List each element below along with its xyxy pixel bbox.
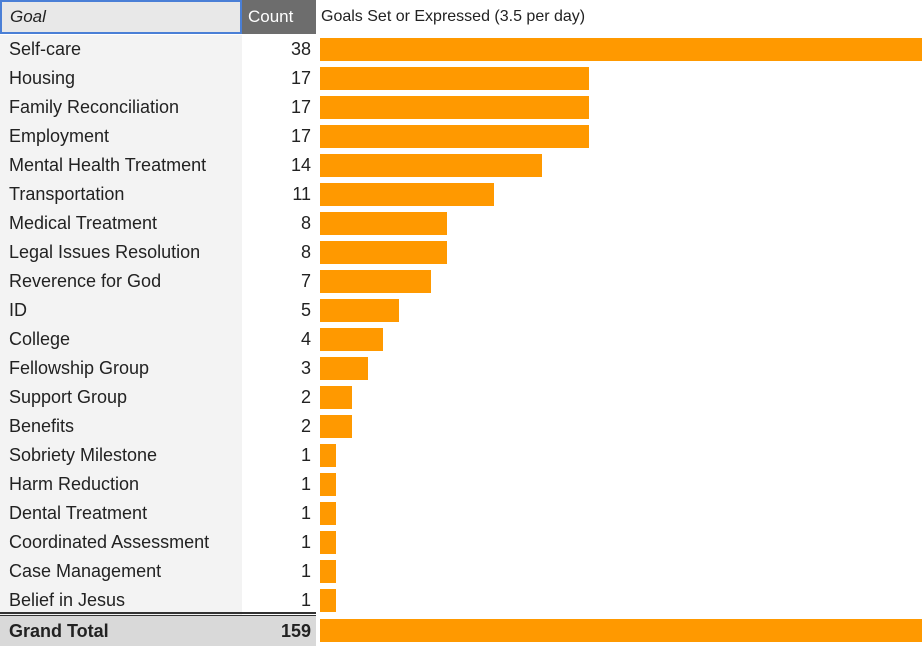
bar — [320, 328, 383, 351]
bar — [320, 444, 336, 467]
count-cell[interactable]: 17 — [242, 122, 316, 151]
count-cell[interactable]: 17 — [242, 93, 316, 122]
goal-column-header[interactable]: Goal — [0, 0, 242, 34]
count-cell[interactable]: 1 — [242, 528, 316, 557]
count-cell[interactable]: 8 — [242, 238, 316, 267]
count-cell[interactable]: 1 — [242, 441, 316, 470]
count-cell[interactable]: 5 — [242, 296, 316, 325]
bar — [320, 502, 336, 525]
grand-total-count[interactable]: 159 — [242, 616, 316, 646]
bar — [320, 154, 542, 177]
bar — [320, 270, 431, 293]
bar — [320, 67, 589, 90]
count-cell[interactable]: 7 — [242, 267, 316, 296]
chart-title: Goals Set or Expressed (3.5 per day) — [321, 8, 586, 25]
count-cell[interactable]: 1 — [242, 470, 316, 499]
goal-cell[interactable]: Family Reconciliation — [0, 93, 242, 122]
bar — [320, 473, 336, 496]
column-gap — [316, 0, 320, 646]
goal-cell[interactable]: Legal Issues Resolution — [0, 238, 242, 267]
goal-cell[interactable]: Coordinated Assessment — [0, 528, 242, 557]
count-cell[interactable]: 17 — [242, 64, 316, 93]
goal-cell[interactable]: Case Management — [0, 557, 242, 586]
bar — [320, 38, 922, 61]
goal-cell[interactable]: Employment — [0, 122, 242, 151]
count-cell[interactable]: 2 — [242, 412, 316, 441]
count-column-header[interactable]: Count — [242, 0, 316, 34]
count-cell[interactable]: 14 — [242, 151, 316, 180]
count-cell[interactable]: 38 — [242, 35, 316, 64]
goal-cell[interactable]: Fellowship Group — [0, 354, 242, 383]
goal-cell[interactable]: Support Group — [0, 383, 242, 412]
bar — [320, 183, 494, 206]
bar — [320, 299, 399, 322]
goal-cell[interactable]: Self-care — [0, 35, 242, 64]
goal-cell[interactable]: Sobriety Milestone — [0, 441, 242, 470]
count-cell[interactable]: 1 — [242, 586, 316, 615]
count-cell[interactable]: 3 — [242, 354, 316, 383]
goal-cell[interactable]: College — [0, 325, 242, 354]
bar — [320, 415, 352, 438]
bar — [320, 386, 352, 409]
goal-cell[interactable]: Harm Reduction — [0, 470, 242, 499]
goal-cell[interactable]: Dental Treatment — [0, 499, 242, 528]
grand-total-bar — [320, 619, 922, 642]
count-cell[interactable]: 2 — [242, 383, 316, 412]
goal-cell[interactable]: ID — [0, 296, 242, 325]
goal-cell[interactable]: Mental Health Treatment — [0, 151, 242, 180]
count-cell[interactable]: 4 — [242, 325, 316, 354]
goal-cell[interactable]: Reverence for God — [0, 267, 242, 296]
goal-cell[interactable]: Medical Treatment — [0, 209, 242, 238]
goal-cell[interactable]: Housing — [0, 64, 242, 93]
grand-total-label[interactable]: Grand Total — [0, 616, 242, 646]
bar — [320, 357, 368, 380]
goal-cell[interactable]: Benefits — [0, 412, 242, 441]
bar — [320, 125, 589, 148]
bar — [320, 96, 589, 119]
goal-cell[interactable]: Transportation — [0, 180, 242, 209]
bar — [320, 212, 447, 235]
count-cell[interactable]: 1 — [242, 557, 316, 586]
goal-cell[interactable]: Belief in Jesus — [0, 586, 242, 615]
bar — [320, 241, 447, 264]
bar — [320, 589, 336, 612]
total-separator — [0, 612, 316, 616]
count-cell[interactable]: 11 — [242, 180, 316, 209]
count-cell[interactable]: 8 — [242, 209, 316, 238]
bar — [320, 560, 336, 583]
bar — [320, 531, 336, 554]
count-cell[interactable]: 1 — [242, 499, 316, 528]
